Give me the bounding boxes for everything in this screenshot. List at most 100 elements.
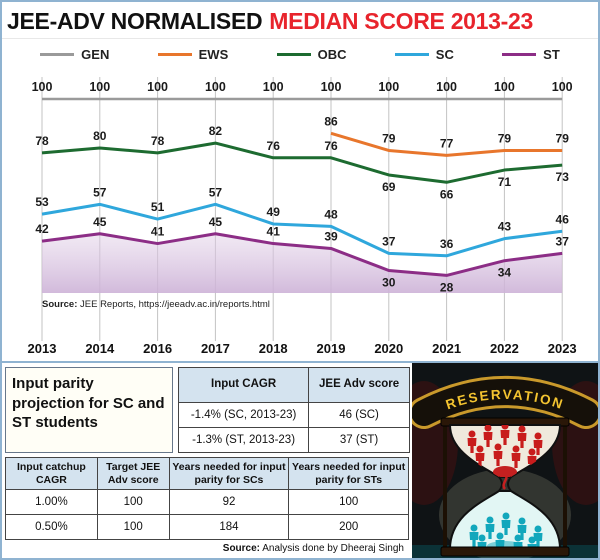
parity-years-table: Input catchup CAGR Target JEE Adv score Ye… (5, 456, 409, 541)
value-label-obc: 73 (556, 170, 570, 184)
page-title: JEE-ADV NORMALISED MEDIAN SCORE 2013-23 (2, 2, 598, 38)
value-label-sc: 37 (382, 234, 396, 248)
legend-label: SC (435, 46, 454, 62)
value-label-st: 39 (324, 229, 338, 243)
x-tick-label: 2014 (85, 341, 115, 356)
value-label-obc: 78 (35, 134, 49, 148)
x-tick-label: 2020 (374, 341, 403, 356)
table-row: 0.50% 100 184 200 (5, 514, 409, 541)
series-line-sc (41, 202, 563, 258)
value-label-st: 30 (382, 276, 396, 290)
value-label-st: 41 (267, 225, 281, 239)
value-label-sc: 57 (209, 185, 223, 199)
column-header: Input CAGR (177, 367, 310, 403)
x-tick-label: 2019 (317, 341, 346, 356)
score-chart: 100 100 100 100 100 100 100 100 100 100 86 79 77 79 79… (28, 77, 577, 356)
chart-legend: GEN EWS OBC SC ST (2, 38, 598, 69)
value-label-st: 42 (35, 222, 49, 236)
value-label-gen: 100 (321, 80, 342, 94)
value-label-obc: 80 (93, 129, 107, 143)
projection-tables: Input parity projection for SC and ST st… (2, 363, 412, 558)
value-label-sc: 36 (440, 237, 454, 251)
table-cell: 100 (96, 514, 170, 541)
value-label-gen: 100 (436, 80, 457, 94)
value-label-ews: 79 (498, 131, 512, 145)
value-label-gen: 100 (494, 80, 515, 94)
column-header: Years needed for input parity for STs (288, 456, 409, 491)
value-label-obc: 78 (151, 134, 165, 148)
table-row: 1.00% 100 92 100 (5, 489, 409, 516)
analysis-source-text: Analysis done by Dheeraj Singh (260, 543, 404, 555)
legend-item-st: ST (502, 47, 560, 62)
table-cell: 0.50% (5, 514, 98, 541)
table-cell: 200 (288, 514, 409, 541)
value-label-gen: 100 (552, 80, 573, 94)
value-label-sc: 53 (35, 195, 49, 209)
title-black: JEE-ADV NORMALISED (7, 7, 263, 34)
st-area-fill (42, 233, 563, 293)
table-cell: 46 (SC) (308, 402, 410, 428)
hourglass-neck (498, 476, 512, 492)
hourglass-bottom-cap (440, 546, 570, 557)
chart-source: Source: JEE Reports, https://jeeadv.ac.i… (42, 299, 270, 310)
table-header-row: Input catchup CAGR Target JEE Adv score Ye… (5, 456, 409, 491)
value-label-st: 41 (151, 225, 165, 239)
value-label-obc: 71 (498, 175, 512, 189)
value-label-sc: 46 (556, 212, 570, 226)
value-label-ews: 79 (556, 131, 570, 145)
value-label-sc: 48 (324, 207, 338, 221)
x-tick-label: 2013 (28, 341, 57, 356)
value-label-ews: 86 (324, 114, 338, 128)
legend-item-gen: GEN (40, 47, 109, 62)
legend-swatch (157, 52, 192, 56)
table-cell: -1.3% (ST, 2013-23) (177, 427, 310, 453)
legend-swatch (276, 52, 311, 56)
value-label-obc: 66 (440, 187, 454, 201)
banner-band (411, 379, 598, 426)
value-label-gen: 100 (89, 80, 110, 94)
x-tick-label: 2021 (432, 341, 461, 356)
value-label-st: 45 (93, 215, 107, 229)
legend-label: GEN (81, 46, 110, 62)
value-label-sc: 43 (498, 220, 512, 234)
legend-swatch (40, 52, 75, 56)
table-row: -1.4% (SC, 2013-23) 46 (SC) (177, 402, 410, 428)
x-tick-label: 2017 (201, 341, 230, 356)
title-red: MEDIAN SCORE 2013-23 (269, 7, 533, 34)
series-line-obc (41, 141, 563, 184)
table-row: -1.3% (ST, 2013-23) 37 (ST) (177, 427, 410, 453)
x-tick-label: 2018 (259, 341, 288, 356)
column-header: Years needed for input parity for SCs (168, 456, 290, 491)
value-label-gen: 100 (32, 80, 53, 94)
column-header: JEE Adv score (308, 367, 410, 403)
table-cell: 92 (168, 489, 290, 516)
value-label-ews: 77 (440, 136, 454, 150)
x-tick-label: 2016 (143, 341, 172, 356)
projection-heading: Input parity projection for SC and ST st… (5, 367, 173, 453)
legend-item-ews: EWS (157, 47, 228, 62)
projection-section: Input parity projection for SC and ST st… (2, 363, 598, 558)
value-label-gen: 100 (378, 80, 399, 94)
top-bulb-people-icons (467, 425, 543, 477)
series-line-st (41, 232, 563, 277)
sand-stream (502, 473, 508, 490)
table-cell: 100 (96, 489, 170, 516)
value-label-obc: 69 (382, 180, 396, 194)
value-label-gen: 100 (147, 80, 168, 94)
table-header-row: Input CAGR JEE Adv score (177, 367, 410, 403)
hourglass-art: RESERVATION (390, 363, 598, 558)
series-line-ews (330, 131, 563, 157)
table-cell: 37 (ST) (308, 427, 410, 453)
reservation-hourglass-illustration: RESERVATION (390, 363, 598, 558)
value-label-ews: 79 (382, 131, 396, 145)
table-cell: 184 (168, 514, 290, 541)
projection-top-row: Input parity projection for SC and ST st… (5, 367, 410, 453)
legend-item-obc: OBC (276, 47, 346, 62)
table-cell: -1.4% (SC, 2013-23) (177, 402, 310, 428)
value-label-st: 28 (440, 280, 454, 294)
value-label-sc: 51 (151, 200, 165, 214)
x-tick-label: 2022 (490, 341, 519, 356)
value-label-obc: 82 (209, 124, 223, 138)
value-label-st: 37 (556, 234, 570, 248)
